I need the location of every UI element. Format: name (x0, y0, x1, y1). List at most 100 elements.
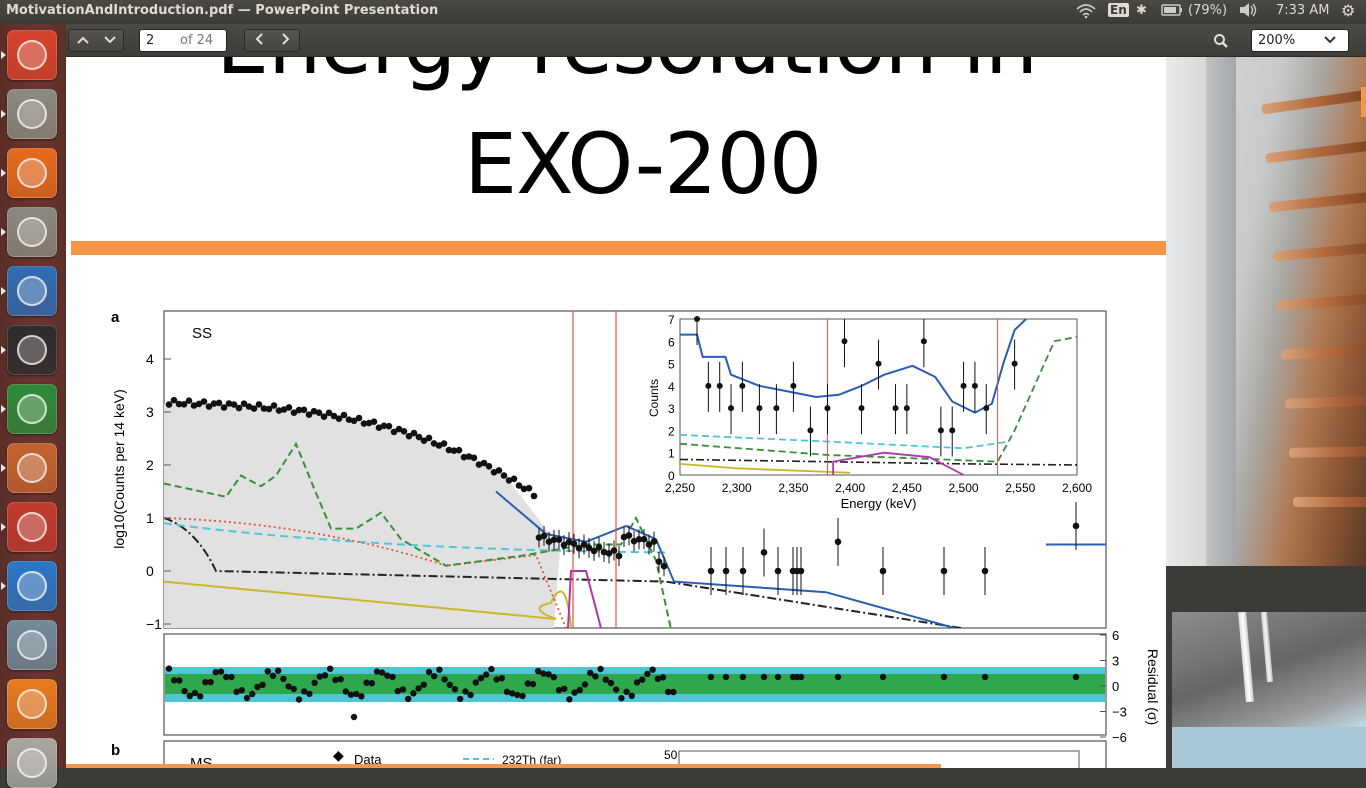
inset-x-tick-label: 2,350 (778, 481, 808, 495)
data-point (325, 409, 333, 417)
data-point (555, 536, 563, 543)
residual-point (425, 668, 433, 676)
inset-magenta-curve (832, 451, 964, 476)
inset-plot: 7 6 5 4 3 2 1 02,250 2,300 2,350 2,400 2,450 2,500 2,… (647, 313, 1092, 511)
page-input[interactable]: 2 (146, 33, 155, 48)
data-point (575, 544, 583, 552)
files-icon[interactable] (7, 89, 57, 139)
gamma-curve (164, 580, 572, 628)
image-viewer-icon[interactable] (7, 620, 57, 670)
residual-axis-label: Residual (σ) (1145, 649, 1161, 725)
zoom-select[interactable]: 200% (1251, 29, 1349, 52)
bluetooth-icon[interactable]: ✱ (1136, 3, 1147, 18)
keyboard-indicator[interactable]: En (1108, 3, 1129, 17)
data-point (480, 459, 488, 467)
data-point (330, 412, 338, 420)
data-point (535, 534, 543, 541)
data-point (440, 440, 448, 447)
data-point (485, 463, 493, 470)
gear-icon[interactable]: ⚙ (1341, 1, 1356, 20)
data-point (585, 544, 593, 552)
y-tick-label: 1 (146, 510, 154, 526)
residual-point (493, 676, 500, 683)
ubuntu-dash-icon[interactable] (7, 30, 57, 80)
slide-page: Energy resolution in EXO-200 a b SS 4 3 2 1… (66, 57, 1166, 768)
data-point (645, 541, 653, 548)
data-point (520, 485, 528, 493)
inset-y-tick-label: 3 (668, 402, 675, 416)
residual-point (217, 668, 225, 675)
data-point (320, 413, 328, 421)
residual-point (566, 696, 573, 703)
volume-icon[interactable] (1239, 3, 1259, 21)
residual-point (415, 685, 422, 692)
detector-ring (1268, 191, 1366, 213)
text-editor-icon[interactable] (7, 207, 57, 257)
inset-x-tick-label: 2,300 (722, 481, 752, 495)
firefox-icon[interactable] (7, 148, 57, 198)
residual-point (171, 677, 178, 684)
trash-icon[interactable] (7, 738, 57, 788)
inset-data-point (983, 405, 990, 412)
terminal-icon[interactable] (7, 325, 57, 375)
inset-data-point (892, 405, 899, 412)
inset-x-label: Energy (keV) (841, 496, 917, 511)
vlc-icon[interactable] (7, 679, 57, 729)
residual-point (457, 695, 464, 703)
running-indicator (1, 464, 6, 472)
data-point (220, 404, 228, 411)
data-point (390, 428, 398, 436)
chevron-up-icon[interactable] (69, 33, 96, 49)
inset-y-tick-label: 0 (668, 469, 675, 483)
data-point (260, 405, 268, 412)
writer-icon[interactable] (7, 266, 57, 316)
residual-point (285, 683, 292, 690)
residual-point (197, 693, 204, 700)
clock[interactable]: 7:33 AM (1276, 3, 1330, 18)
impress-icon[interactable] (7, 443, 57, 493)
data-point (215, 399, 223, 407)
data-point (285, 404, 293, 411)
residual-point (535, 668, 542, 675)
detector-photo (1166, 57, 1366, 566)
wifi-icon[interactable] (1075, 3, 1097, 23)
slide-title-line1: Energy resolution in (216, 57, 1038, 93)
data-point (560, 541, 568, 549)
detector-ring (1280, 344, 1366, 360)
data-point (615, 552, 623, 560)
data-point (465, 453, 473, 460)
document-view[interactable]: Energy resolution in EXO-200 a b SS 4 3 2 1… (66, 57, 1366, 768)
data-point (430, 440, 438, 447)
page-number-field[interactable]: 2 of 24 (139, 29, 227, 52)
running-indicator (1, 582, 6, 590)
residual-point (633, 679, 641, 686)
calc-icon[interactable] (7, 384, 57, 434)
residual-point (389, 673, 396, 681)
signal-curve (567, 570, 602, 628)
residual-point (498, 675, 505, 682)
data-point (345, 416, 353, 424)
page-total: of 24 (180, 33, 214, 48)
residual-point (488, 665, 495, 673)
residual-tick-label: 0 (1112, 679, 1119, 694)
detector-ring (1264, 140, 1366, 164)
data-point (620, 533, 628, 541)
residual-point (176, 677, 183, 684)
battery-icon[interactable] (1161, 3, 1183, 21)
search-icon[interactable] (1208, 29, 1234, 52)
data-point (360, 420, 368, 427)
viewer-toolbar: 2 of 24 200% (66, 24, 1366, 57)
running-indicator (1, 228, 6, 236)
accent-bar (71, 241, 1166, 255)
residual-point (410, 690, 417, 697)
chevron-down-icon[interactable] (96, 33, 123, 49)
document-viewer-icon[interactable] (7, 502, 57, 552)
chevron-left-icon[interactable] (245, 32, 272, 50)
chevron-right-icon[interactable] (272, 32, 299, 50)
kile-icon[interactable] (7, 561, 57, 611)
data-point (190, 402, 198, 409)
window-title: MotivationAndIntroduction.pdf — PowerPoi… (6, 3, 439, 18)
data-point (290, 409, 298, 417)
detector-ring (1276, 293, 1366, 311)
